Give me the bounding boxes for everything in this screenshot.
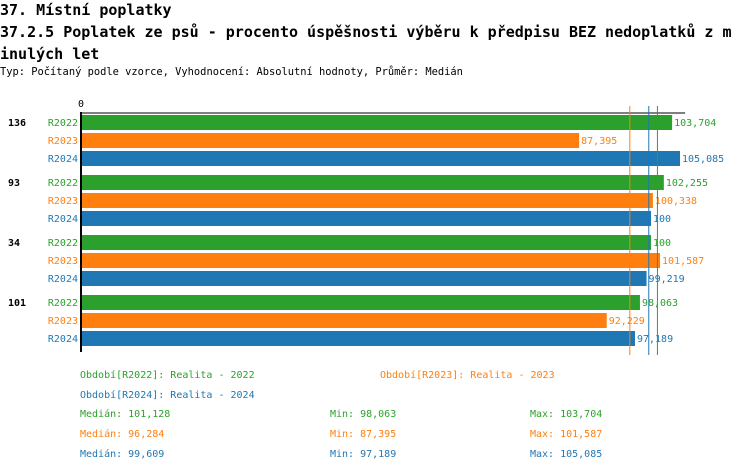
series-label: R2022: [48, 238, 78, 249]
category-label: 34: [8, 238, 20, 249]
data-label: 92,229: [609, 316, 645, 327]
series-label: R2023: [48, 136, 78, 147]
category-label: 136: [8, 118, 26, 129]
stat-median: Medián: 96,284: [80, 429, 165, 440]
series-label: R2022: [48, 178, 78, 189]
bar: [82, 175, 664, 190]
series-label: R2023: [48, 196, 78, 207]
stat-median: Medián: 101,128: [80, 409, 171, 420]
data-label: 87,395: [581, 136, 617, 147]
series-label: R2022: [48, 118, 78, 129]
bar: [82, 295, 640, 310]
data-label: 105,085: [682, 154, 724, 165]
stat-max: Max: 101,587: [530, 429, 603, 440]
stat-max: Max: 103,704: [530, 409, 603, 420]
bar: [82, 313, 607, 328]
page-title: 37. Místní poplatky: [0, 1, 172, 19]
bar: [82, 115, 673, 130]
series-label: R2024: [48, 274, 78, 285]
data-label: 100,338: [655, 196, 697, 207]
data-label: 100: [653, 214, 671, 225]
data-label: 97,189: [637, 334, 673, 345]
stat-min: Min: 97,189: [330, 449, 397, 460]
series-label: R2024: [48, 214, 78, 225]
data-label: 98,063: [642, 298, 678, 309]
bar: [82, 235, 651, 250]
bar: [82, 271, 647, 286]
bar: [82, 133, 580, 148]
data-label: 103,704: [674, 118, 716, 129]
data-label: 99,219: [649, 274, 685, 285]
series-label: R2023: [48, 256, 78, 267]
series-label: R2024: [48, 154, 78, 165]
stat-max: Max: 105,085: [530, 449, 603, 460]
bar: [82, 151, 680, 166]
bar: [82, 331, 635, 346]
chart-info: Typ: Počítaný podle vzorce, Vyhodnocení:…: [0, 66, 463, 78]
data-label: 101,587: [662, 256, 704, 267]
chart-title: 37.2.5 Poplatek ze psů - procento úspěšn…: [0, 23, 732, 63]
legend-item: Období[R2022]: Realita - 2022: [80, 370, 255, 381]
bar: [82, 211, 651, 226]
legend-item: Období[R2023]: Realita - 2023: [380, 370, 555, 381]
stat-min: Min: 98,063: [330, 409, 397, 420]
bar: [82, 253, 661, 268]
data-label: 102,255: [666, 178, 708, 189]
series-label: R2024: [48, 334, 78, 345]
category-label: 101: [8, 298, 26, 309]
x-tick-label: 0: [78, 99, 84, 110]
bar: [82, 193, 653, 208]
stat-min: Min: 87,395: [330, 429, 397, 440]
category-label: 93: [8, 178, 20, 189]
legend-item: Období[R2024]: Realita - 2024: [80, 390, 255, 401]
data-label: 100: [653, 238, 671, 249]
series-label: R2023: [48, 316, 78, 327]
stat-median: Medián: 99,609: [80, 449, 165, 460]
series-label: R2022: [48, 298, 78, 309]
